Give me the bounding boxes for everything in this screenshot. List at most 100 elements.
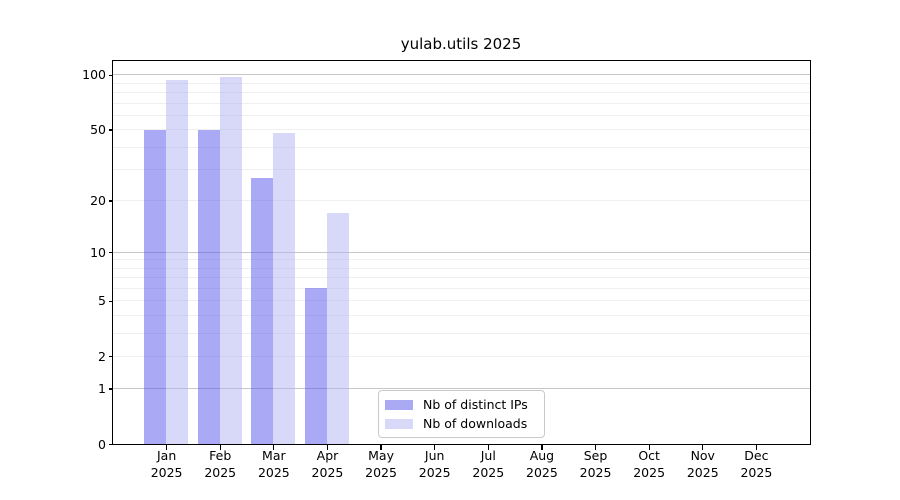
y-tick-label: 100 [82, 67, 106, 83]
legend-item-nb-of-distinct-ips: Nb of distinct IPs [385, 397, 544, 412]
x-tick-month: Feb [209, 448, 232, 463]
gridline-major [112, 74, 810, 76]
x-tick-year: 2025 [579, 464, 612, 480]
bar-nb-of-downloads-mar-2025 [273, 132, 296, 444]
x-tick-year: 2025 [740, 464, 773, 480]
x-tick-label: Sep 2025 [564, 448, 628, 481]
gridline-minor [112, 267, 810, 269]
x-tick-label: Aug 2025 [510, 448, 574, 481]
y-tick-mark [108, 129, 113, 131]
x-tick-label: Dec 2025 [724, 448, 788, 481]
x-tick-year: 2025 [418, 464, 451, 480]
x-tick-year: 2025 [686, 464, 719, 480]
x-tick-year: 2025 [150, 464, 183, 480]
gridline-minor [112, 200, 810, 202]
y-tick-label: 1 [98, 381, 106, 397]
gridline-minor [112, 92, 810, 94]
x-tick-mark [702, 445, 704, 450]
x-tick-year: 2025 [633, 464, 666, 480]
gridline-minor [112, 287, 810, 289]
x-tick-label: Nov 2025 [671, 448, 735, 481]
y-tick-mark [108, 356, 113, 358]
x-tick-mark [541, 445, 543, 450]
legend: Nb of distinct IPs Nb of downloads [378, 390, 545, 438]
x-tick-label: Jul 2025 [456, 448, 520, 481]
gridline-minor [112, 259, 810, 261]
gridline-minor [112, 102, 810, 104]
x-tick-year: 2025 [526, 464, 558, 480]
legend-swatch-nb-of-distinct-ips [385, 399, 413, 410]
x-tick-mark [755, 445, 757, 450]
gridline-major [112, 388, 810, 390]
y-tick-label: 0 [98, 436, 106, 452]
x-tick-year: 2025 [204, 464, 237, 480]
y-tick-label: 2 [98, 348, 106, 364]
legend-item-nb-of-downloads: Nb of downloads [385, 416, 544, 431]
bar-nb-of-distinct-ips-jan-2025 [144, 129, 167, 444]
x-tick-month: Apr [316, 448, 339, 463]
y-tick-label: 50 [90, 122, 106, 138]
bar-nb-of-distinct-ips-mar-2025 [251, 177, 274, 444]
x-tick-mark [326, 445, 329, 450]
x-tick-mark [648, 445, 650, 450]
x-tick-label: May 2025 [349, 448, 413, 481]
y-tick-mark [108, 388, 113, 390]
x-tick-month: Jun [424, 448, 445, 463]
x-tick-label: Jan 2025 [135, 448, 199, 481]
bar-nb-of-downloads-jan-2025 [166, 79, 189, 444]
gridline-major [112, 251, 810, 253]
bar-nb-of-downloads-feb-2025 [219, 77, 242, 444]
legend-label: Nb of downloads [423, 416, 528, 431]
x-tick-month: May [368, 448, 394, 463]
x-tick-mark [380, 445, 382, 450]
x-tick-mark [219, 445, 221, 450]
x-tick-mark [487, 445, 489, 450]
gridline-minor [112, 355, 810, 357]
x-tick-label: Feb 2025 [188, 448, 252, 481]
x-tick-year: 2025 [365, 464, 397, 480]
x-tick-year: 2025 [311, 464, 344, 480]
gridline-minor [112, 314, 810, 316]
y-tick-mark [108, 74, 113, 77]
y-tick-mark [108, 252, 113, 254]
x-tick-month: Mar [262, 448, 286, 463]
gridline-minor [112, 332, 810, 334]
gridline-minor [112, 168, 810, 170]
y-tick-label: 20 [90, 193, 106, 209]
y-tick-label: 10 [90, 244, 106, 260]
chart-title: yulab.utils 2025 [400, 35, 522, 53]
x-tick-month: Sep [583, 448, 608, 463]
x-tick-month: Dec [744, 448, 769, 463]
bar-nb-of-distinct-ips-apr-2025 [304, 288, 327, 444]
x-tick-month: Jul [480, 448, 496, 463]
y-tick-mark [108, 200, 113, 202]
gridline-minor [112, 114, 810, 116]
x-tick-month: Oct [638, 448, 660, 463]
x-tick-label: Oct 2025 [617, 448, 681, 481]
x-tick-mark [166, 445, 168, 450]
bar-nb-of-downloads-apr-2025 [326, 212, 349, 444]
y-tick-mark [108, 443, 113, 446]
y-tick-label: 5 [98, 293, 106, 309]
legend-label: Nb of distinct IPs [423, 397, 528, 412]
bar-nb-of-distinct-ips-feb-2025 [197, 129, 220, 444]
gridline-minor [112, 146, 810, 148]
x-tick-label: Jun 2025 [403, 448, 467, 481]
x-tick-year: 2025 [472, 464, 505, 480]
x-tick-month: Nov [690, 448, 715, 463]
gridline-minor [112, 82, 810, 84]
x-tick-mark [434, 445, 436, 450]
x-tick-label: Mar 2025 [242, 448, 306, 481]
x-tick-mark [273, 445, 275, 450]
gridline-minor [112, 277, 810, 279]
x-tick-label: Apr 2025 [295, 448, 359, 481]
legend-swatch-nb-of-downloads [385, 418, 413, 429]
gridline-minor [112, 129, 810, 131]
x-tick-month: Jan [156, 448, 177, 463]
gridline-minor [112, 300, 810, 302]
x-tick-mark [594, 445, 597, 450]
x-tick-month: Aug [529, 448, 555, 463]
y-tick-mark [108, 300, 113, 302]
plot-area [111, 59, 811, 445]
